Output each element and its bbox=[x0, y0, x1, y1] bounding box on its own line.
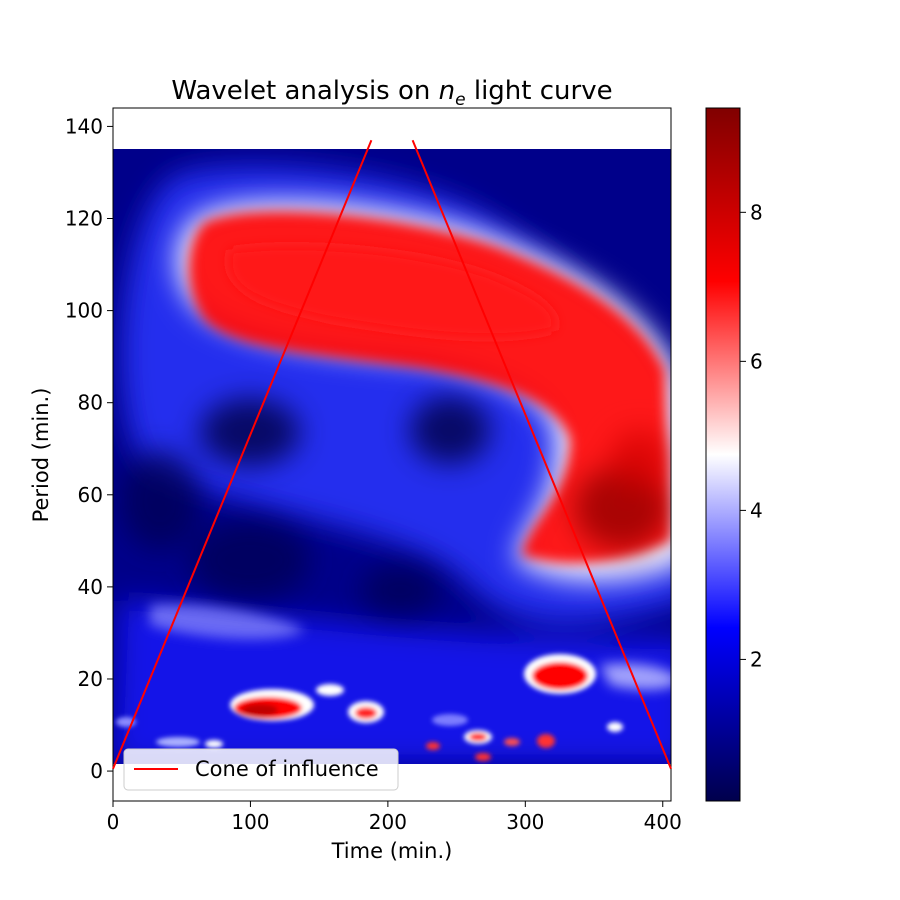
chart-title: Wavelet analysis on ne light curve bbox=[171, 76, 612, 110]
colorbar: 2 4 6 8 bbox=[705, 107, 763, 802]
y-axis-label: Period (min.) bbox=[29, 388, 53, 523]
colorbar-tick-label: 6 bbox=[750, 349, 763, 373]
x-axis-label: Time (min.) bbox=[331, 839, 453, 863]
x-axis-ticks: 0 100 200 300 400 bbox=[107, 801, 682, 834]
x-tick-label: 0 bbox=[107, 810, 120, 834]
y-axis-ticks: 0 20 40 60 80 100 120 140 bbox=[65, 114, 113, 783]
high-power-band bbox=[188, 211, 671, 564]
y-tick-label: 120 bbox=[65, 207, 103, 231]
legend: Cone of influence bbox=[123, 748, 399, 791]
x-tick-label: 400 bbox=[644, 810, 682, 834]
colorbar-gradient bbox=[705, 107, 741, 802]
colorbar-tick-label: 4 bbox=[750, 498, 763, 522]
cone-of-influence-line bbox=[112, 139, 373, 770]
x-tick-label: 200 bbox=[369, 810, 407, 834]
y-tick-label: 140 bbox=[65, 114, 103, 138]
x-tick-label: 300 bbox=[506, 810, 544, 834]
colorbar-ticks: 2 4 6 8 bbox=[740, 200, 763, 671]
peak-power-lobe bbox=[574, 430, 670, 550]
legend-box bbox=[123, 748, 399, 791]
y-tick-label: 80 bbox=[78, 391, 103, 415]
y-tick-label: 60 bbox=[78, 483, 103, 507]
y-tick-label: 100 bbox=[65, 299, 103, 323]
dark-pockets bbox=[120, 396, 490, 615]
colorbar-tick-label: 8 bbox=[750, 200, 763, 224]
plot-frame bbox=[112, 107, 672, 802]
secondary-ridge bbox=[150, 604, 671, 690]
x-tick-label: 100 bbox=[231, 810, 269, 834]
y-tick-label: 0 bbox=[90, 759, 103, 783]
y-tick-label: 40 bbox=[78, 575, 103, 599]
small-period-blobs bbox=[116, 654, 623, 761]
wavelet-heatmap bbox=[113, 149, 671, 764]
colorbar-tick-label: 2 bbox=[750, 647, 763, 671]
y-tick-label: 20 bbox=[78, 667, 103, 691]
cone-of-influence-line bbox=[411, 139, 672, 770]
cone-of-influence-layer bbox=[112, 139, 672, 770]
legend-label-cone-of-influence: Cone of influence bbox=[195, 757, 379, 781]
